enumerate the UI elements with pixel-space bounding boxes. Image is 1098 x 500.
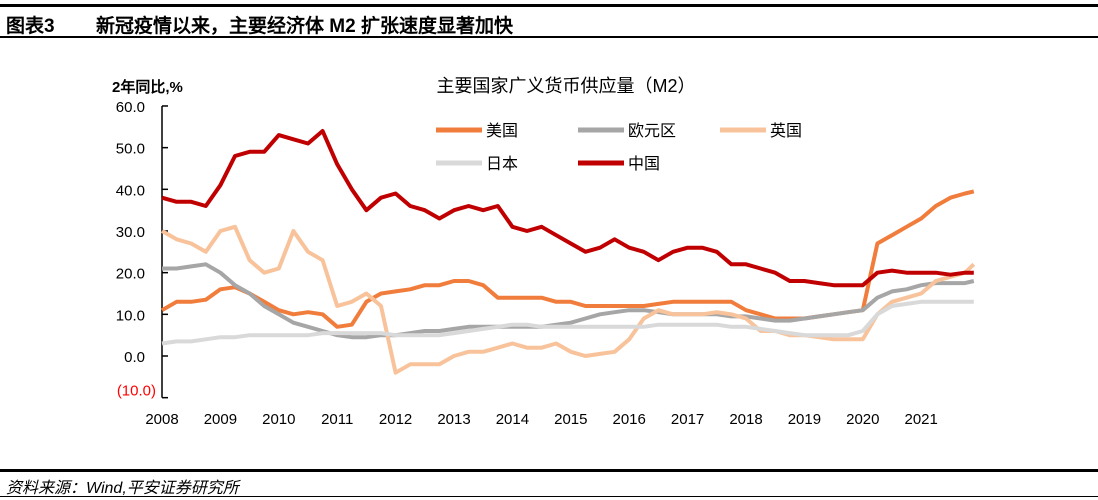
x-tick-label: 2020 <box>846 411 879 428</box>
x-tick-label: 2013 <box>437 411 470 428</box>
series-line-3 <box>161 299 974 346</box>
x-tick-label: 2015 <box>554 411 587 428</box>
x-tick-label: 2011 <box>321 411 353 428</box>
y-tick-label: (10.0) <box>117 383 156 400</box>
legend-label: 英国 <box>770 122 802 140</box>
legend-label: 欧元区 <box>628 122 676 140</box>
series-line-2 <box>161 224 976 375</box>
x-tick-label: 2017 <box>671 411 704 428</box>
x-tick-label: 2018 <box>729 411 762 428</box>
x-tick-label: 2012 <box>379 411 412 428</box>
y-tick-label: 10.0 <box>116 307 145 324</box>
y-axis-label: 2年同比,% <box>112 78 183 96</box>
footer-bottom-rule <box>0 496 1098 497</box>
header-top-rule <box>0 4 1098 7</box>
figure-title: 新冠疫情以来，主要经济体 M2 扩张速度显著加快 <box>96 16 513 37</box>
x-tick-label: 2010 <box>262 411 295 428</box>
x-tick-label: 2021 <box>905 411 938 428</box>
y-tick-label: 30.0 <box>116 224 145 241</box>
x-tick-label: 2019 <box>788 411 821 428</box>
footer-rule <box>0 469 1098 472</box>
figure-number: 图表3 <box>6 16 55 37</box>
x-tick-label: 2008 <box>145 411 178 428</box>
legend-label: 美国 <box>486 122 518 140</box>
source-note: 资料来源：Wind,平安证券研究所 <box>6 480 239 497</box>
x-tick-label: 2014 <box>496 411 529 428</box>
x-tick-label: 2016 <box>613 411 646 428</box>
y-tick-label: 20.0 <box>116 266 145 283</box>
legend-label: 中国 <box>628 155 660 173</box>
y-tick-label: 50.0 <box>116 141 145 158</box>
header-bottom-rule <box>0 36 1098 38</box>
series-line-4 <box>161 129 974 288</box>
y-tick-label: 0.0 <box>124 349 145 366</box>
y-tick-label: 40.0 <box>116 182 145 199</box>
series-line-1 <box>162 262 975 340</box>
chart-title: 主要国家广义货币供应量（M2） <box>436 76 695 96</box>
x-tick-label: 2009 <box>204 411 237 428</box>
legend-label: 日本 <box>486 155 518 173</box>
y-tick-label: 60.0 <box>116 99 145 116</box>
